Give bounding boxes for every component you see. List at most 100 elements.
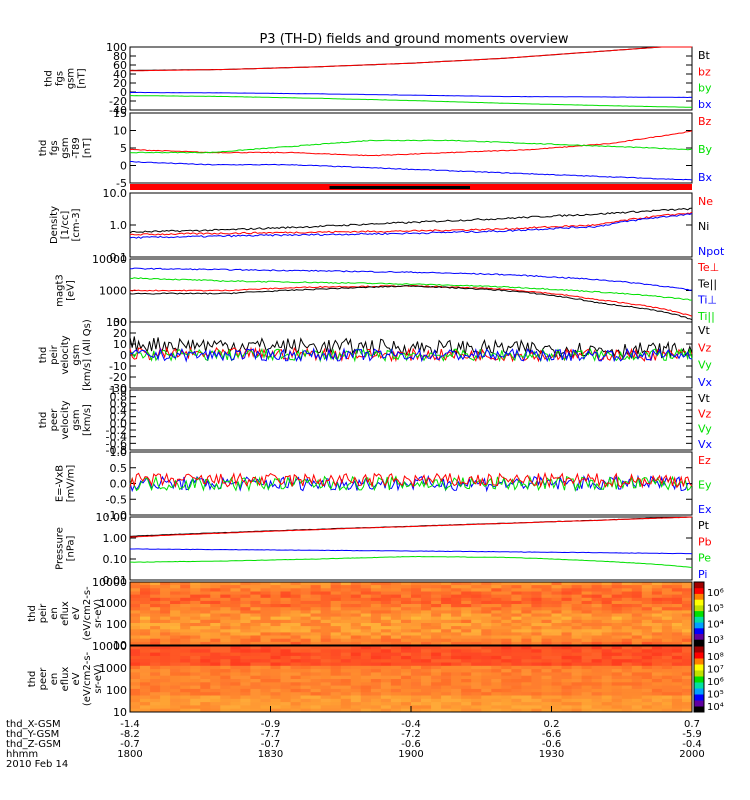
heatmap-cell [240, 679, 251, 683]
heatmap-cell [250, 610, 261, 614]
heatmap-cell [260, 646, 271, 650]
heatmap-cell [170, 623, 181, 627]
heatmap-cell [551, 600, 562, 605]
y-axis-label-line: [1/cc] [60, 211, 71, 240]
heatmap-cell [340, 685, 352, 690]
heatmap-cell [300, 652, 312, 657]
xaxis-value: 1930 [539, 749, 564, 760]
y-axis-label-line: gsm [71, 344, 82, 365]
heatmap-cell [591, 619, 603, 624]
heatmap-cell [651, 682, 663, 687]
heatmap-cell [551, 588, 562, 592]
heatmap-cell [561, 662, 572, 667]
heatmap-cell [611, 629, 623, 633]
heatmap-cell [390, 665, 402, 670]
heatmap-cell [441, 629, 452, 633]
heatmap-cell [290, 659, 302, 663]
heatmap-cell [511, 613, 522, 618]
heatmap-cell [501, 610, 512, 614]
heatmap-cell [451, 698, 462, 703]
heatmap-cell [300, 604, 312, 608]
heatmap-cell [210, 623, 221, 627]
heatmap-cell [481, 619, 492, 624]
heatmap-cell [340, 641, 352, 646]
y-axis-label-line: eflux [60, 601, 71, 626]
heatmap-cell [300, 610, 312, 614]
heatmap-cell [340, 582, 352, 586]
heatmap-cell [350, 682, 362, 687]
heatmap-cell [531, 675, 542, 680]
heatmap-cell [682, 672, 693, 677]
heatmap-cell [491, 655, 502, 660]
heatmap-cell [631, 702, 643, 706]
heatmap-cell [461, 702, 472, 706]
heatmap-cell [380, 688, 392, 693]
y-axis-label-line: sr-eV) [93, 664, 104, 693]
heatmap-cell [310, 652, 322, 657]
heatmap-cell [611, 600, 623, 605]
heatmap-cell [641, 705, 653, 710]
heatmap-cell [210, 607, 221, 611]
heatmap-cell [310, 629, 322, 633]
heatmap-cell [300, 588, 312, 592]
heatmap-cell [441, 600, 452, 605]
heatmap-cell [651, 646, 663, 650]
heatmap-cell [370, 616, 382, 621]
heatmap-cell [521, 652, 532, 657]
heatmap-cell [511, 597, 522, 602]
heatmap-cell [481, 597, 492, 602]
heatmap-cell [130, 585, 141, 589]
heatmap-cell [461, 588, 472, 592]
heatmap-cell [280, 662, 291, 667]
heatmap-cell [411, 682, 422, 687]
heatmap-cell [160, 669, 171, 673]
panel-frame [129, 46, 693, 111]
heatmap-cell [591, 610, 603, 614]
heatmap-cell [661, 682, 673, 687]
heatmap-cell [390, 692, 402, 696]
heatmap-cell [631, 695, 643, 700]
heatmap-cell [611, 641, 623, 646]
heatmap-cell [561, 692, 572, 696]
heatmap-cell [561, 679, 572, 683]
heatmap-cell [230, 675, 241, 680]
heatmap-cell [671, 629, 683, 633]
heatmap-cell [621, 604, 633, 608]
heatmap-cell [521, 582, 532, 586]
heatmap-cell [260, 688, 271, 693]
heatmap-cell [380, 672, 392, 677]
heatmap-cell [661, 695, 673, 700]
heatmap-cell [330, 702, 342, 706]
colorbar-segment [694, 599, 704, 606]
heatmap-cell [210, 698, 221, 703]
colorbar-segment [694, 676, 704, 683]
heatmap-cell [641, 629, 653, 633]
heatmap-cell [671, 623, 683, 627]
heatmap-cell [240, 692, 251, 696]
heatmap-cell [370, 591, 382, 596]
heatmap-cell [270, 616, 281, 621]
heatmap-cell [290, 585, 302, 589]
heatmap-cell [160, 616, 171, 621]
heatmap-cell [682, 702, 693, 706]
heatmap-cell [390, 635, 402, 640]
heatmap-cell [160, 688, 171, 693]
heatmap-cell [230, 641, 241, 646]
heatmap-cell [390, 607, 402, 611]
heatmap-cell [140, 610, 151, 614]
heatmap-cell [531, 702, 542, 706]
heatmap-cell [190, 649, 201, 654]
heatmap-cell [230, 692, 241, 696]
heatmap-cell [601, 695, 613, 700]
heatmap-cell [611, 685, 623, 690]
heatmap-cell [360, 597, 372, 602]
heatmap-cell [370, 594, 382, 599]
heatmap-cell [561, 619, 572, 624]
heatmap-cell [581, 692, 593, 696]
heatmap-cell [451, 692, 462, 696]
heatmap-cell [370, 632, 382, 636]
heatmap-cell [471, 659, 482, 663]
heatmap-cell [140, 629, 151, 633]
heatmap-cell [250, 623, 261, 627]
heatmap-cell [611, 692, 623, 696]
